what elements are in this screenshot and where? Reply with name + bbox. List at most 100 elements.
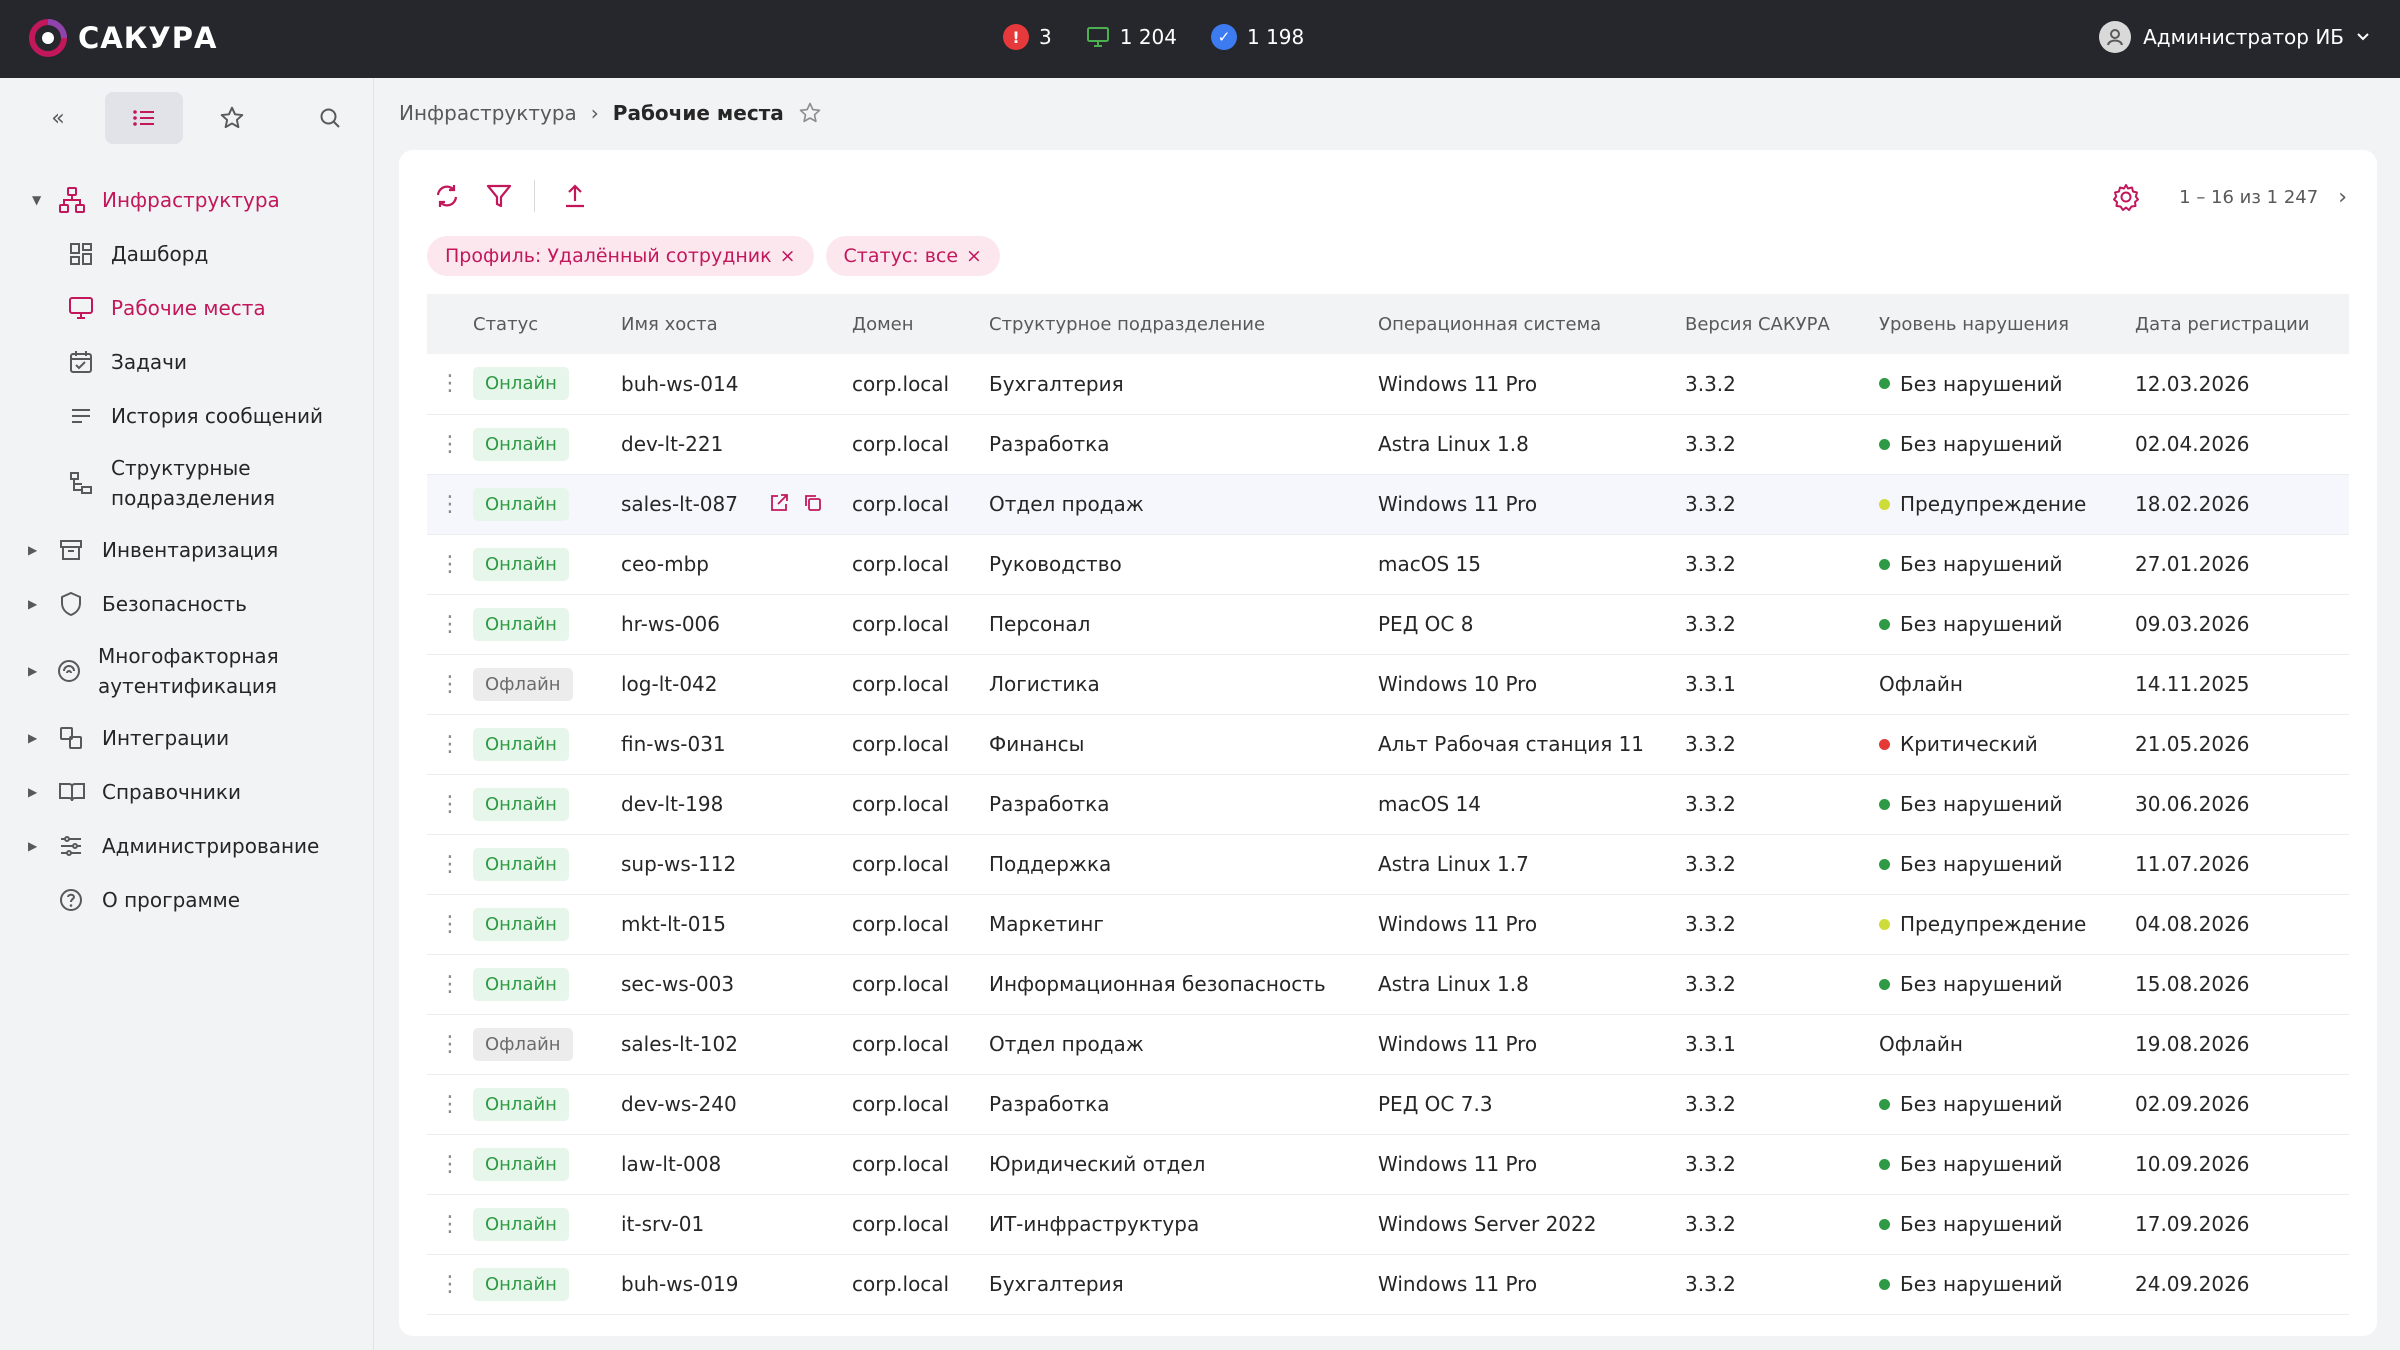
row-menu-button[interactable]: ⋮	[427, 534, 473, 595]
table-row[interactable]: ⋮ Онлайн hr-ws-006 corp.local Персонал РЕД ОС…	[427, 594, 2349, 655]
workstations-counter[interactable]: 1 204	[1086, 25, 1177, 49]
column-header-status[interactable]: Статус	[473, 294, 621, 354]
host-name-link[interactable]: buh-ws-019	[621, 1272, 739, 1296]
filter-chip-profile[interactable]: Профиль: Удалённый сотрудник ×	[427, 236, 814, 276]
cell-registration-date: 19.08.2026	[2135, 1014, 2349, 1075]
cell-department: Бухгалтерия	[989, 1254, 1378, 1315]
sidebar-item-message-history[interactable]: История сообщений	[0, 389, 374, 443]
table-row[interactable]: ⋮ Онлайн sales-lt-087 corp.local Отдел прода…	[427, 474, 2349, 535]
sidebar-item-about[interactable]: О программе	[0, 873, 374, 927]
row-menu-button[interactable]: ⋮	[427, 354, 473, 415]
breadcrumb-parent[interactable]: Инфраструктура	[399, 101, 577, 125]
collapse-sidebar-button[interactable]: «	[40, 92, 76, 144]
column-header-department[interactable]: Структурное подразделение	[989, 294, 1378, 354]
sidebar-item-references[interactable]: ▶ Справочники	[0, 765, 374, 819]
sidebar-item-administration[interactable]: ▶ Администрирование	[0, 819, 374, 873]
export-button[interactable]	[557, 178, 593, 214]
row-menu-button[interactable]: ⋮	[427, 1194, 473, 1255]
next-page-button[interactable]: ›	[2338, 184, 2347, 210]
row-menu-button[interactable]: ⋮	[427, 954, 473, 1015]
sidebar-item-inventory[interactable]: ▶ Инвентаризация	[0, 523, 374, 577]
cell-registration-date: 02.04.2026	[2135, 414, 2349, 475]
row-menu-button[interactable]: ⋮	[427, 654, 473, 715]
app-logo[interactable]: САКУРА	[28, 18, 218, 58]
host-name-link[interactable]: ceo-mbp	[621, 552, 709, 576]
host-name-link[interactable]: dev-lt-221	[621, 432, 724, 456]
host-name-link[interactable]: dev-lt-198	[621, 792, 724, 816]
table-row[interactable]: ⋮ Онлайн dev-lt-198 corp.local Разработка mac…	[427, 774, 2349, 835]
column-header-violation[interactable]: Уровень нарушения	[1879, 294, 2135, 354]
status-badge: Офлайн	[473, 667, 573, 701]
host-name-link[interactable]: mkt-lt-015	[621, 912, 726, 936]
row-menu-button[interactable]: ⋮	[427, 1074, 473, 1135]
cell-version: 3.3.2	[1685, 594, 1879, 655]
table-row[interactable]: ⋮ Офлайн sales-lt-102 corp.local Отдел прода…	[427, 1014, 2349, 1075]
column-header-version[interactable]: Версия САКУРА	[1685, 294, 1879, 354]
sidebar-item-integrations[interactable]: ▶ Интеграции	[0, 711, 374, 765]
row-menu-button[interactable]: ⋮	[427, 1014, 473, 1075]
host-name-link[interactable]: sec-ws-003	[621, 972, 735, 996]
table-row[interactable]: ⋮ Онлайн sec-ws-003 corp.local Информационна…	[427, 954, 2349, 1015]
row-menu-button[interactable]: ⋮	[427, 774, 473, 835]
search-button[interactable]	[310, 92, 350, 144]
menu-list-button[interactable]	[105, 92, 183, 144]
user-menu[interactable]: Администратор ИБ	[2099, 21, 2370, 53]
table-row[interactable]: ⋮ Онлайн ceo-mbp corp.local Руководство macOS…	[427, 534, 2349, 595]
copy-icon[interactable]	[803, 493, 823, 513]
filter-chip-status[interactable]: Статус: все ×	[825, 236, 1000, 276]
filter-button[interactable]	[481, 178, 517, 214]
host-name-link[interactable]: fin-ws-031	[621, 732, 726, 756]
protected-counter[interactable]: ✓ 1 198	[1211, 24, 1304, 50]
host-name-link[interactable]: law-lt-008	[621, 1152, 722, 1176]
sidebar-item-workstations[interactable]: Рабочие места	[0, 281, 374, 335]
host-name-link[interactable]: sales-lt-102	[621, 1032, 738, 1056]
table-row[interactable]: ⋮ Онлайн buh-ws-014 corp.local Бухгалтерия Wi…	[427, 354, 2349, 415]
row-menu-button[interactable]: ⋮	[427, 834, 473, 895]
table-row[interactable]: ⋮ Онлайн mkt-lt-015 corp.local Маркетинг Wind…	[427, 894, 2349, 955]
host-name-link[interactable]: hr-ws-006	[621, 612, 721, 636]
host-name-link[interactable]: sales-lt-087	[621, 492, 738, 516]
host-name-link[interactable]: it-srv-01	[621, 1212, 705, 1236]
table-row[interactable]: ⋮ Онлайн it-srv-01 corp.local ИТ-инфраструкт…	[427, 1194, 2349, 1255]
open-external-icon[interactable]	[769, 493, 789, 513]
favorites-button[interactable]	[212, 92, 252, 144]
sidebar-item-tasks[interactable]: Задачи	[0, 335, 374, 389]
sidebar-item-structural-units[interactable]: Структурные подразделения	[0, 443, 374, 523]
table-row[interactable]: ⋮ Онлайн buh-ws-019 corp.local Бухгалтерия Wi…	[427, 1254, 2349, 1315]
table-row[interactable]: ⋮ Офлайн log-lt-042 corp.local Логистика Wind…	[427, 654, 2349, 715]
column-header-os[interactable]: Операционная система	[1378, 294, 1685, 354]
row-menu-button[interactable]: ⋮	[427, 894, 473, 955]
column-header-registration-date[interactable]: Дата регистрации	[2135, 294, 2349, 354]
table-row[interactable]: ⋮ Онлайн dev-lt-221 corp.local Разработка Ast…	[427, 414, 2349, 475]
row-menu-button[interactable]: ⋮	[427, 714, 473, 775]
table-row[interactable]: ⋮ Онлайн dev-ws-240 corp.local Разработка РЕД…	[427, 1074, 2349, 1135]
table-row[interactable]: ⋮ Онлайн law-lt-008 corp.local Юридический о…	[427, 1134, 2349, 1195]
row-menu-button[interactable]: ⋮	[427, 594, 473, 655]
column-header-host[interactable]: Имя хоста	[621, 294, 852, 354]
row-menu-button[interactable]: ⋮	[427, 414, 473, 475]
table-row[interactable]: ⋮ Онлайн sup-ws-112 corp.local Поддержка Astr…	[427, 834, 2349, 895]
host-name-link[interactable]: buh-ws-014	[621, 371, 739, 396]
row-menu-button[interactable]: ⋮	[427, 1254, 473, 1315]
host-name-link[interactable]: log-lt-042	[621, 672, 718, 696]
host-name-link[interactable]: dev-ws-240	[621, 1092, 737, 1116]
sidebar-item-security[interactable]: ▶ Безопасность	[0, 577, 374, 631]
cell-status: Онлайн	[473, 594, 621, 655]
close-icon[interactable]: ×	[966, 245, 982, 267]
sidebar-item-infrastructure[interactable]: ▼ Инфраструктура	[0, 173, 374, 227]
sidebar-item-mfa[interactable]: ▶ Многофакторная аутентификация	[0, 631, 374, 711]
table-row[interactable]: ⋮ Онлайн fin-ws-031 corp.local Финансы Альт Р…	[427, 714, 2349, 775]
gear-icon[interactable]	[2111, 182, 2141, 212]
sidebar-item-dashboard[interactable]: Дашборд	[0, 227, 374, 281]
column-header-domain[interactable]: Домен	[852, 294, 989, 354]
star-icon[interactable]	[798, 101, 822, 125]
close-icon[interactable]: ×	[779, 245, 796, 267]
row-menu-button[interactable]: ⋮	[427, 1134, 473, 1195]
cell-department: Отдел продаж	[989, 474, 1378, 535]
violation-label: Предупреждение	[1900, 912, 2087, 936]
user-name: Администратор ИБ	[2143, 25, 2344, 49]
row-menu-button[interactable]: ⋮	[427, 474, 473, 535]
alerts-counter[interactable]: ! 3	[1003, 24, 1052, 50]
refresh-button[interactable]	[429, 178, 465, 214]
host-name-link[interactable]: sup-ws-112	[621, 852, 737, 876]
